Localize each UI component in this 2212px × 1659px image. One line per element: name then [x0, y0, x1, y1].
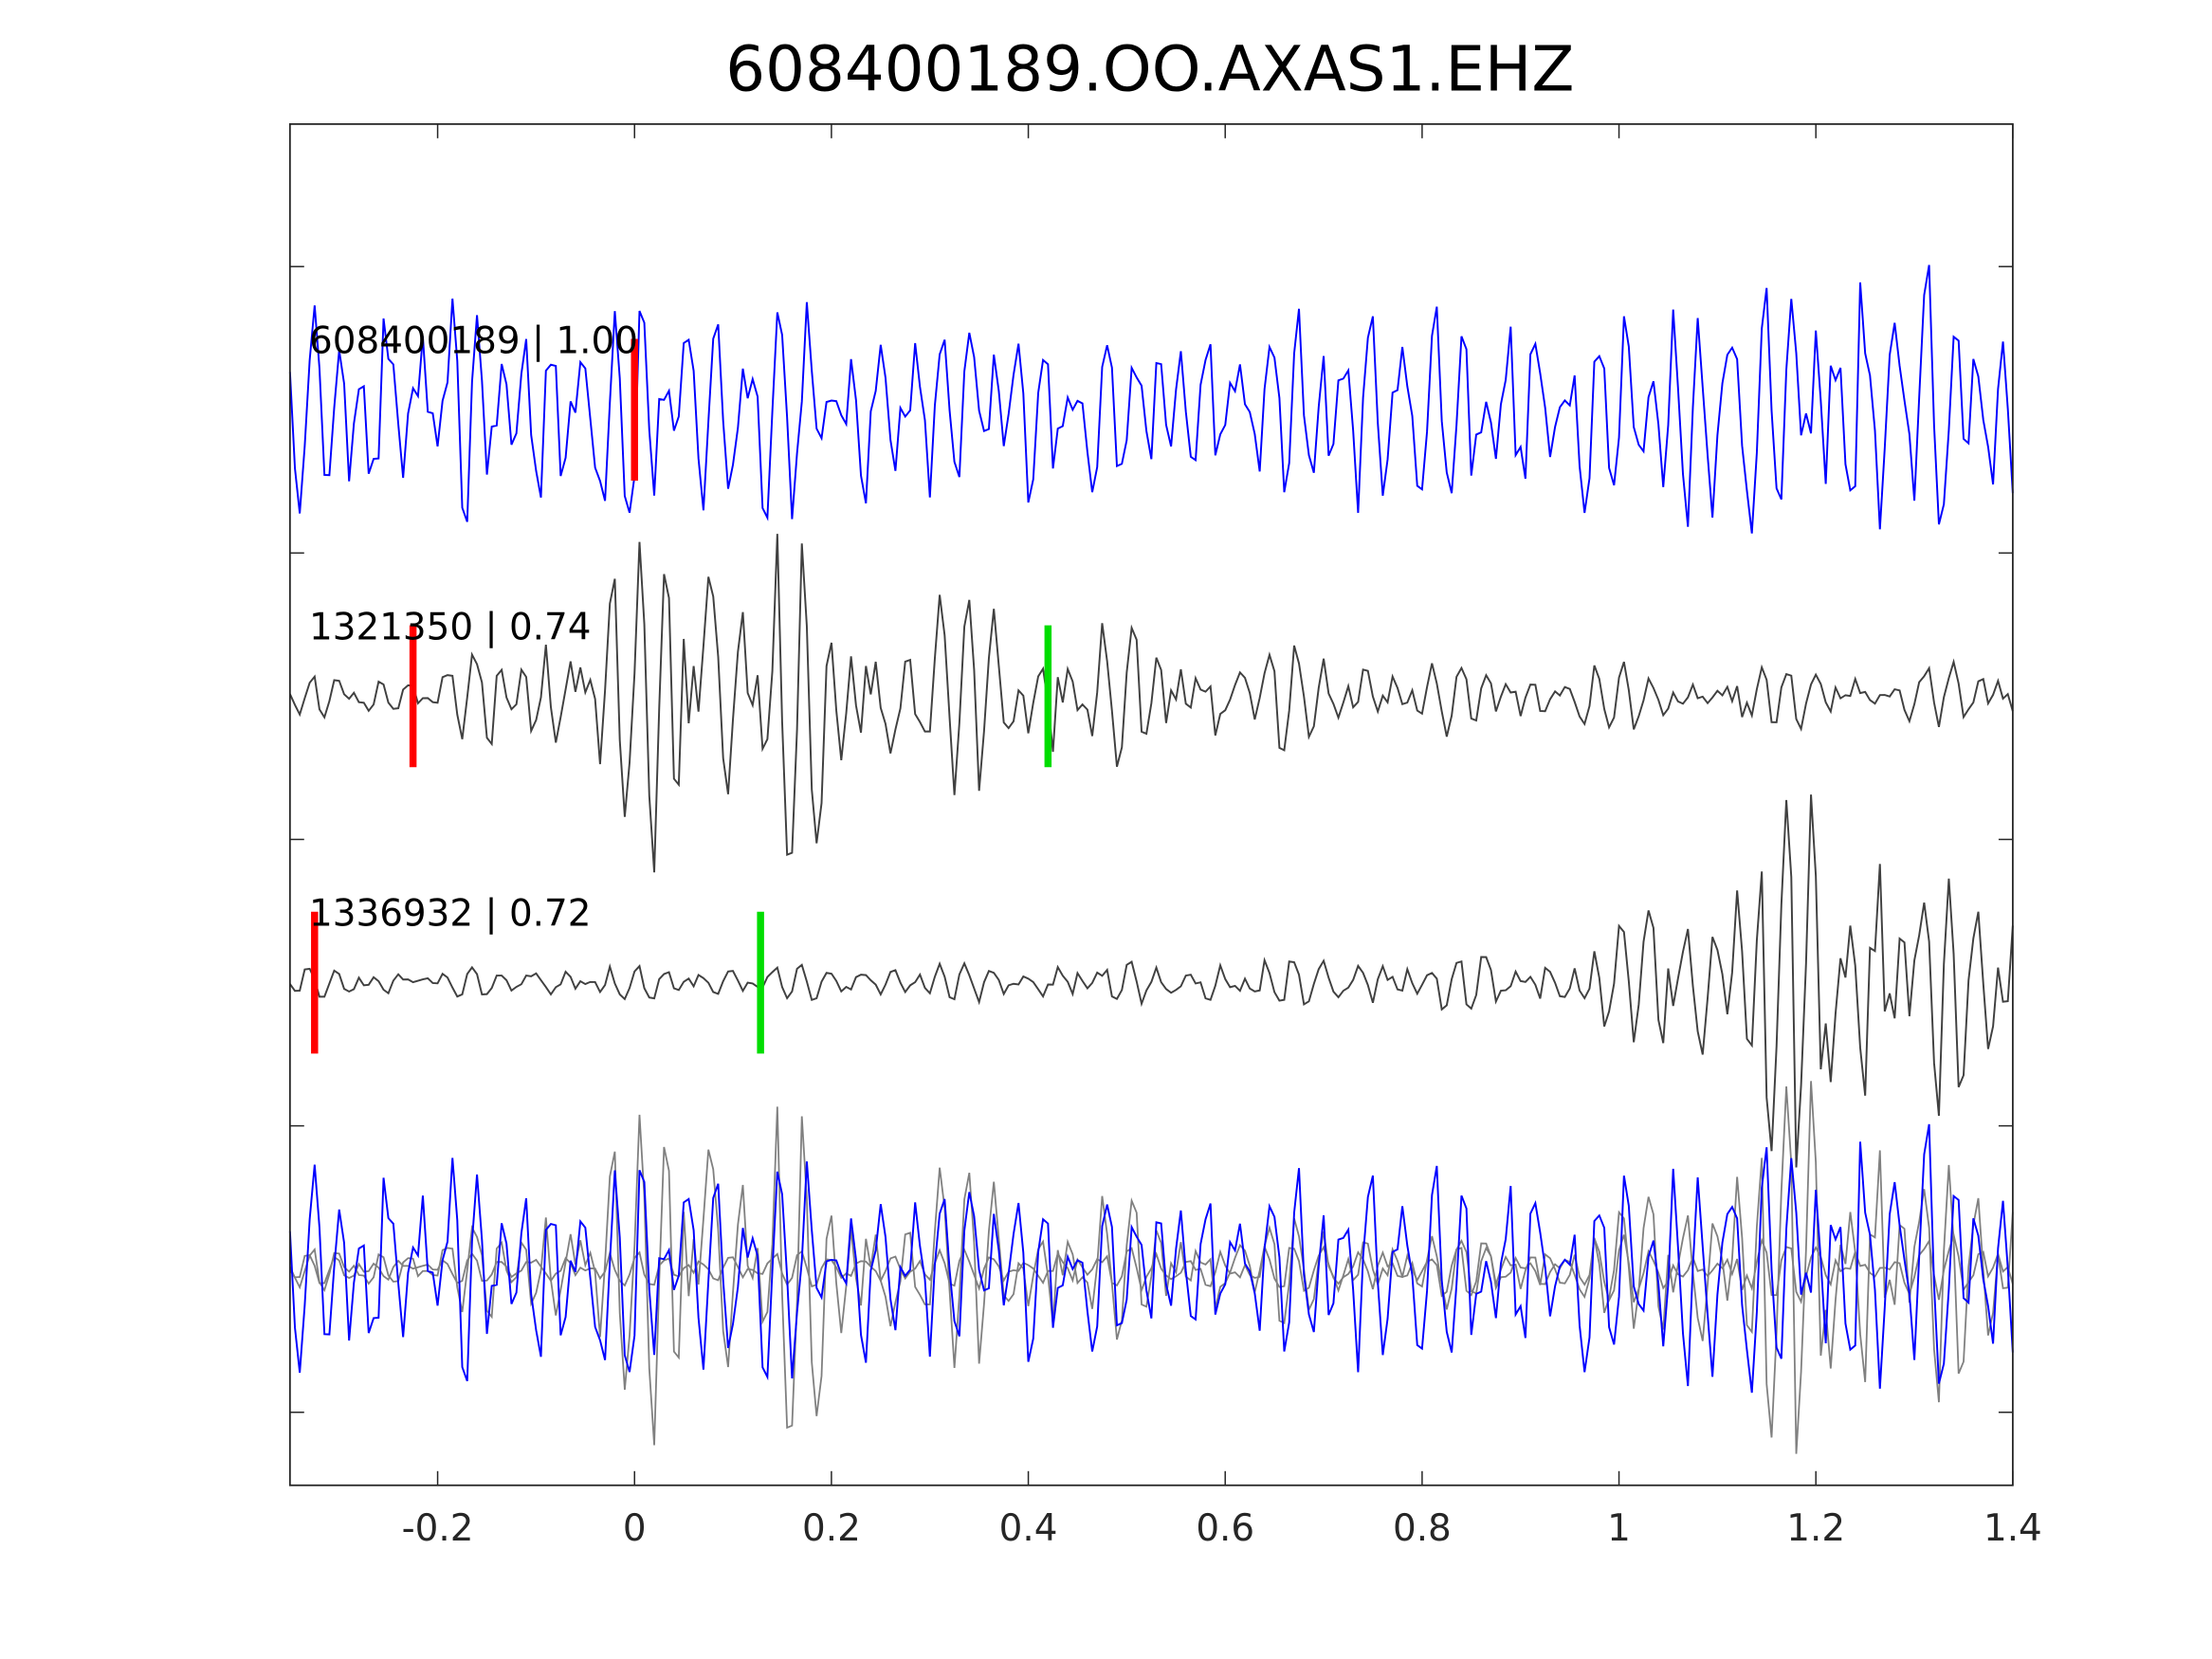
overlay-trace-1336932 — [289, 1081, 2014, 1454]
x-tick-label: 1.4 — [1983, 1507, 2042, 1550]
overlay-trace-608400189 — [288, 1123, 2014, 1394]
x-tick-label: 0 — [623, 1507, 647, 1550]
x-tick-label: -0.2 — [402, 1507, 474, 1550]
trace-label: 608400189 | 1.00 — [309, 319, 638, 362]
x-tick-label: 0.4 — [999, 1507, 1058, 1550]
trace-label: 1336932 | 0.72 — [309, 893, 591, 936]
x-tick-label: 1 — [1607, 1507, 1631, 1550]
x-tick-label: 1.2 — [1786, 1507, 1845, 1550]
trace-1336932 — [289, 794, 2014, 1168]
axis-ticks: -0.2 0 0.2 0.4 0.6 0.8 1 1.2 1.4 — [289, 123, 2042, 1550]
axes-box — [288, 122, 2014, 1486]
chart-title: 608400189.OO.AXAS1.EHZ — [725, 33, 1574, 106]
trace-608400189 — [288, 264, 2014, 534]
trace-1321350 — [288, 534, 2014, 873]
plot-area: 608400189 | 1.00 1321350 | 0.74 1336932 | … — [288, 264, 2014, 1454]
x-tick-label: 0.8 — [1393, 1507, 1452, 1550]
x-tick-label: 0.2 — [802, 1507, 861, 1550]
trace-label: 1321350 | 0.74 — [309, 607, 591, 649]
x-tick-label: 0.6 — [1196, 1507, 1254, 1550]
